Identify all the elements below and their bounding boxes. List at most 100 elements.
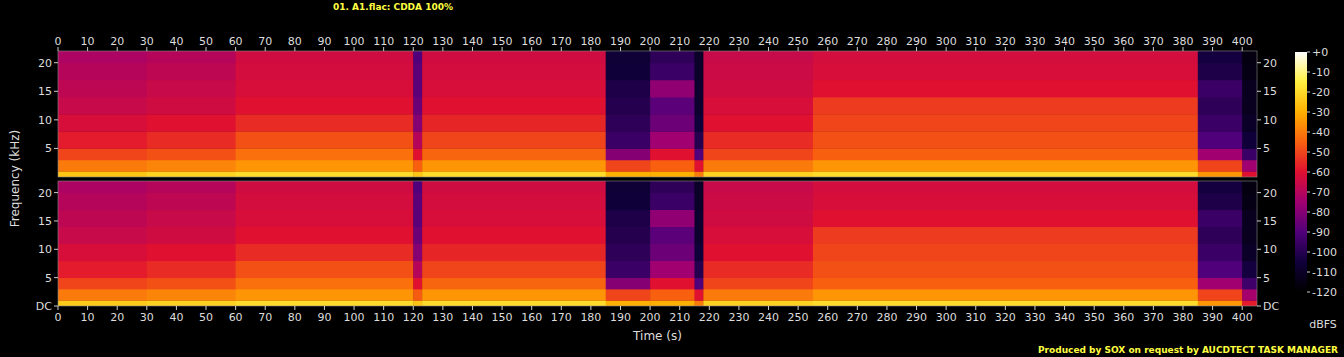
cell [1198,227,1243,244]
cell [650,97,695,115]
cell [703,97,813,115]
cell [695,300,704,306]
x-tick-label: 270 [847,35,868,48]
x-tick-label: 80 [288,35,302,48]
y-tick-label: 5 [1263,272,1270,285]
cell [413,227,422,244]
cell [1242,278,1257,290]
colorbar-tick [1307,292,1310,293]
title: 01. A1.flac: CDDA 100% [333,2,453,12]
colorbar-tick [1307,172,1310,173]
cell [650,80,695,98]
x-tick-label: 370 [1143,311,1164,324]
x-tick-label: 200 [640,35,661,48]
x-tick-label: 50 [199,311,213,324]
annotation: Produced by SOX on request by AUCDTECT T… [1038,345,1338,355]
x-tick-label: 220 [699,311,720,324]
x-tick-label: 180 [580,35,601,48]
frame [58,51,1257,177]
x-tick-label: 30 [140,35,154,48]
x-tick [1212,306,1213,310]
cell [606,289,651,301]
cell [58,51,147,63]
cell [1242,244,1257,261]
cell [695,244,704,261]
colorbar-tick-label: -70 [1312,186,1330,199]
x-tick-label: 130 [432,311,453,324]
cell [58,289,147,301]
x-tick [738,306,739,310]
cell [1242,131,1257,149]
cell [1242,171,1257,177]
cell [422,97,606,115]
cell [236,80,414,98]
y-tick [54,91,58,92]
cell [1198,244,1243,261]
cell [695,227,704,244]
cell [147,278,236,290]
colorbar-label: dBFS [1309,318,1337,331]
colorbar-tick-label: -100 [1312,246,1337,259]
x-tick-label: 70 [258,35,272,48]
background [0,0,1344,357]
x-tick [383,306,384,310]
x-tick [709,306,710,310]
cell [606,131,651,149]
cell [606,148,651,160]
cell [650,51,695,63]
x-tick [561,306,562,310]
cell [236,227,414,244]
cell [147,181,236,193]
channel-plot [58,51,1257,177]
x-tick-label: 330 [1024,35,1045,48]
y-tick [54,148,58,149]
x-tick-label: 220 [699,35,720,48]
cell [813,80,1198,98]
cell [422,171,606,177]
y-tick-label: DC [36,300,52,313]
colorbar-tick [1307,52,1310,53]
cell [236,97,414,115]
x-tick-label: 360 [1113,35,1134,48]
cell [422,114,606,132]
channel-plot [58,181,1257,306]
cell [813,244,1198,261]
cell [422,148,606,160]
cell [147,300,236,306]
x-tick [798,306,799,310]
y-tick-label: 20 [1263,57,1277,70]
plot-area [58,181,1257,306]
x-tick-label: 310 [965,35,986,48]
x-tick-label: 60 [229,35,243,48]
cell [236,148,414,160]
cell [422,244,606,261]
cell [422,181,606,193]
x-tick-label: 70 [258,311,272,324]
cell [413,63,422,81]
y-tick [1257,91,1261,92]
x-tick-label: 110 [373,35,394,48]
x-tick-label: 260 [817,35,838,48]
x-tick-label: 100 [344,311,365,324]
cell [1242,51,1257,63]
cell [236,114,414,132]
y-tick [1257,249,1261,250]
cell [58,278,147,290]
x-tick [650,306,651,310]
cell [703,278,813,290]
y-tick [54,220,58,221]
x-tick [1123,306,1124,310]
x-tick [1153,306,1154,310]
colorbar-tick-label: -40 [1312,126,1330,139]
x-tick-label: 30 [140,311,154,324]
cell [422,131,606,149]
y-tick-label: 10 [1263,114,1277,127]
cell [1242,80,1257,98]
x-tick [768,306,769,310]
cell [413,193,422,210]
cell [147,193,236,210]
cell [695,148,704,160]
x-tick [354,306,355,310]
x-tick [146,306,147,310]
cell [422,80,606,98]
